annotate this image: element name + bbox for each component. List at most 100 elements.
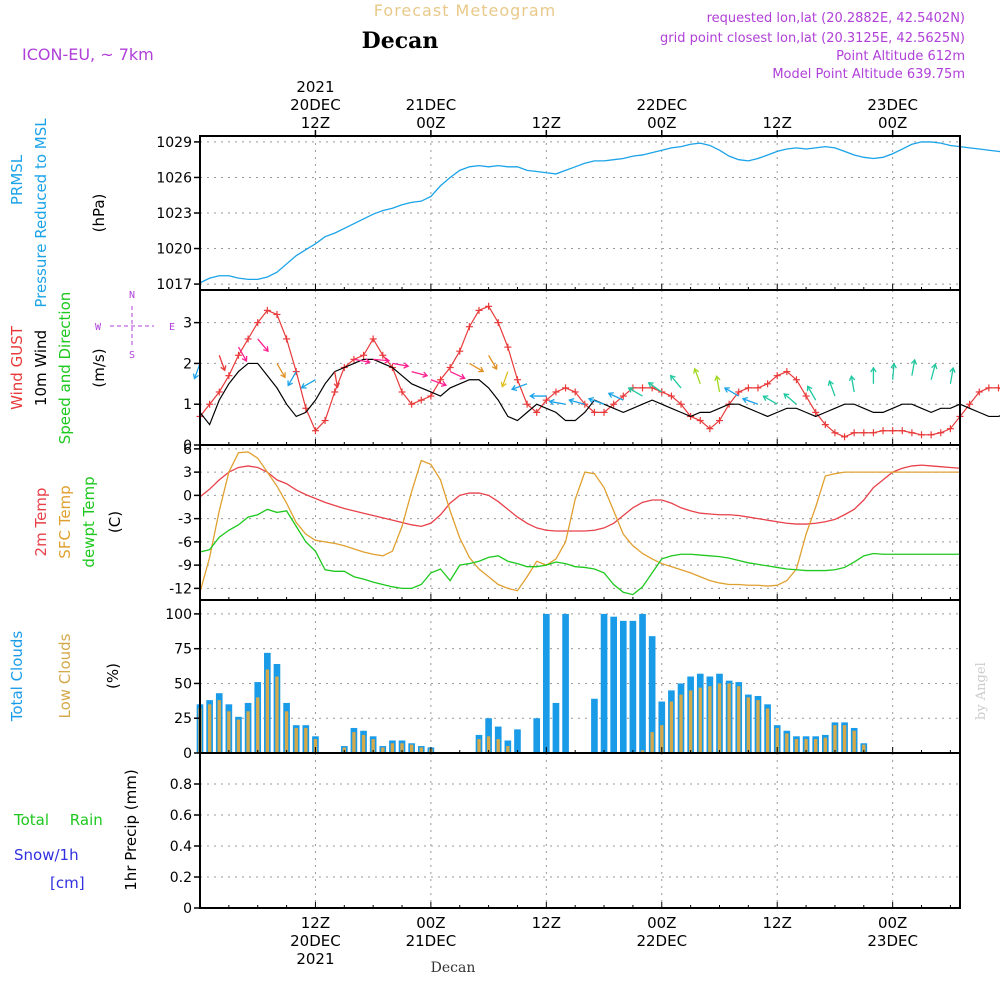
top-time-label: 23DEC — [867, 96, 918, 114]
total-cloud-bar — [552, 702, 560, 753]
total-cloud-bar — [591, 698, 598, 753]
wind-direction-arrow — [806, 385, 817, 401]
wind-gust-marker — [610, 400, 618, 408]
pressure-ytick-label: 1017 — [156, 277, 192, 293]
wind-gust-line — [199, 305, 1000, 438]
temp-ylabel: (C) — [106, 511, 124, 533]
bottom-time-label: 23DEC — [867, 932, 918, 950]
top-time-label: 00Z — [878, 114, 907, 132]
wind-gust-marker — [812, 408, 820, 416]
low-cloud-bar — [775, 727, 779, 753]
clouds-ylabel: (%) — [104, 663, 122, 689]
wind-gust-marker — [889, 427, 897, 435]
wind-ytick-label: 3 — [183, 316, 192, 332]
precip-legend-cm: [cm] — [50, 874, 85, 892]
wind-gust-marker — [966, 400, 974, 408]
bottom-time-label: 2021 — [296, 950, 334, 968]
wind-direction-arrow — [890, 362, 897, 380]
wind-gust-marker — [715, 417, 723, 425]
wind-direction-arrow — [469, 362, 485, 373]
wind-gust-marker — [850, 429, 858, 437]
total-cloud-bar — [543, 613, 550, 753]
wind-gust-marker — [263, 306, 271, 314]
total-cloud-bar — [610, 616, 617, 753]
wind-gust-marker — [908, 429, 916, 437]
wind-gust-marker — [427, 392, 435, 400]
temperature-frame — [199, 444, 961, 601]
total-cloud-bar — [600, 613, 608, 753]
temp-label-dewpt: dewpt Temp — [80, 476, 98, 567]
wind-direction-arrow — [762, 395, 778, 405]
wind-direction-arrow — [500, 371, 509, 388]
wind-gust-marker — [927, 431, 935, 439]
wind-frame — [199, 289, 961, 446]
wind-gust-marker — [667, 392, 675, 400]
wind-direction-arrow — [353, 358, 371, 365]
wind-gust-marker — [946, 425, 954, 433]
top-time-label: 20DEC — [290, 96, 341, 114]
low-cloud-bar — [400, 743, 404, 753]
compass-rose: N W E S — [95, 290, 175, 361]
precip-ytick-label: 0.6 — [170, 808, 192, 824]
temperature-ytick-label: 0 — [183, 488, 192, 504]
low-cloud-bar — [477, 739, 481, 753]
wind-direction-arrow — [449, 370, 466, 380]
bottom-time-label: 12Z — [301, 914, 330, 932]
wind-gust-marker — [331, 388, 339, 396]
clouds-ytick-label: 50 — [174, 676, 192, 692]
top-time-label: 21DEC — [406, 96, 457, 114]
wind-ytick-label: 2 — [183, 356, 192, 372]
pressure-ytick-label: 1020 — [156, 242, 192, 258]
low-cloud-bar — [650, 732, 654, 753]
wind-gust-marker — [754, 384, 762, 392]
bottom-time-label: 00Z — [647, 914, 676, 932]
top-time-label: 22DEC — [636, 96, 687, 114]
low-cloud-bar — [294, 727, 298, 753]
wind-direction-arrow — [488, 354, 498, 371]
precip-frame — [199, 752, 961, 909]
total-cloud-bar — [533, 718, 541, 753]
wind-gust-marker — [918, 431, 926, 439]
compass-n: N — [129, 290, 135, 301]
bottom-time-label: 00Z — [416, 914, 445, 932]
low-cloud-bar — [496, 739, 500, 753]
wind-direction-arrow — [910, 358, 918, 376]
bottom-time-label: 12Z — [763, 914, 792, 932]
grid-point-coords: grid point closest lon,lat (20.3125E, 42… — [660, 31, 965, 46]
pressure-ylabel: (hPa) — [90, 194, 108, 233]
low-cloud-bar — [506, 746, 510, 753]
wind-direction-arrow — [930, 363, 938, 380]
wind-direction-arrow — [237, 346, 248, 363]
wind-direction-arrow — [647, 382, 663, 393]
low-cloud-bar — [381, 747, 385, 753]
clouds-label-total: Total Clouds — [8, 631, 26, 723]
wind-gust-marker — [783, 368, 791, 376]
precip-legend-rain: Total Rain — [13, 811, 103, 829]
wind-gust-marker — [562, 384, 570, 392]
temperature-sfc-temp-line — [199, 451, 960, 593]
low-cloud-bar — [717, 683, 722, 753]
requested-coords: requested lon,lat (20.2882E, 42.5402N) — [707, 11, 965, 26]
low-cloud-bar — [804, 739, 808, 753]
bottom-time-label: 00Z — [878, 914, 907, 932]
low-cloud-bar — [304, 727, 308, 753]
low-cloud-bar — [727, 683, 731, 753]
wind-gust-marker — [533, 408, 541, 416]
wind-gust-marker — [504, 343, 512, 351]
temperature-2m-temp-line — [199, 464, 961, 532]
low-cloud-bar — [660, 725, 664, 753]
wind-gust-marker — [321, 417, 329, 425]
watermark: by Angel — [974, 662, 989, 720]
low-cloud-bar — [275, 676, 279, 753]
low-cloud-bar — [419, 747, 423, 753]
low-cloud-bar — [371, 739, 375, 753]
pressure-ytick-label: 1023 — [156, 206, 192, 222]
compass-s: S — [129, 350, 135, 361]
low-cloud-bar — [313, 739, 318, 753]
wind-direction-arrow — [693, 367, 701, 385]
low-cloud-bar — [236, 719, 241, 753]
wind-gust-marker — [879, 427, 887, 435]
bottom-time-label: 12Z — [532, 914, 561, 932]
wind-gust-marker — [244, 335, 252, 343]
wind-direction-arrow — [714, 375, 721, 393]
